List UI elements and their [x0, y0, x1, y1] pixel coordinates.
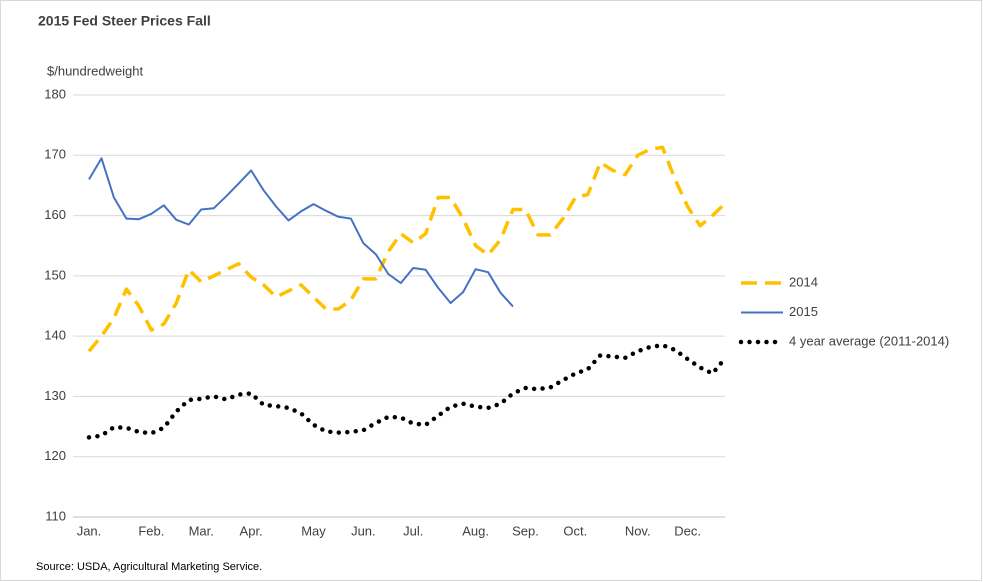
chart-title: 2015 Fed Steer Prices Fall: [38, 13, 211, 29]
legend-label: 2015: [789, 304, 818, 319]
x-tick-label: Jun.: [351, 523, 376, 538]
x-tick-label: Dec.: [674, 523, 701, 538]
y-tick-label: 110: [45, 508, 66, 523]
y-tick-label: 120: [44, 448, 66, 463]
x-tick-label: May: [301, 523, 326, 538]
source-note: Source: USDA, Agricultural Marketing Ser…: [36, 561, 262, 573]
x-tick-label: Apr.: [240, 523, 263, 538]
x-tick-label: Nov.: [625, 523, 651, 538]
x-tick-label: Feb.: [138, 523, 164, 538]
y-tick-label: 170: [44, 147, 66, 162]
legend-label: 4 year average (2011-2014): [789, 333, 949, 348]
series-line: [87, 145, 727, 353]
x-tick-label: Jul.: [403, 523, 423, 538]
x-tick-label: Jan.: [77, 523, 102, 538]
y-tick-label: 180: [44, 86, 66, 101]
y-tick-label: 150: [44, 267, 66, 282]
y-tick-label: 160: [44, 207, 66, 222]
y-axis-label: $/hundredweight: [47, 63, 144, 78]
x-tick-label: Sep.: [512, 523, 539, 538]
legend-label: 2014: [789, 274, 818, 289]
series-line: [88, 157, 514, 308]
y-tick-label: 140: [44, 328, 66, 343]
x-tick-label: Mar.: [189, 523, 214, 538]
y-tick-label: 130: [44, 388, 66, 403]
x-tick-label: Aug.: [462, 523, 489, 538]
series-line: [86, 342, 728, 440]
x-tick-label: Oct.: [563, 523, 587, 538]
